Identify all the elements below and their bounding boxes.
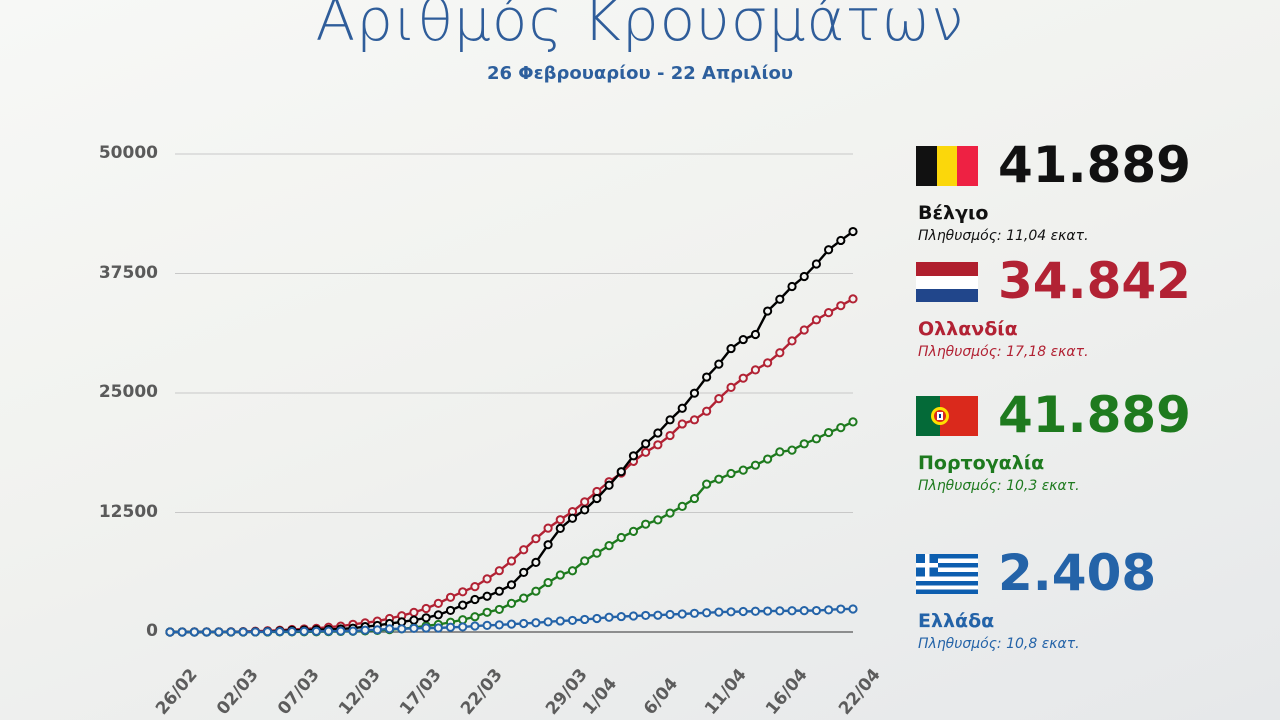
netherlands-case-count: 34.842 xyxy=(998,252,1191,310)
y-tick-label: 25000 xyxy=(98,382,158,402)
belgium-flag-icon xyxy=(916,146,978,186)
y-tick-label: 37500 xyxy=(98,262,158,283)
belgium-case-count: 41.889 xyxy=(998,136,1191,194)
portugal-flag-icon xyxy=(916,396,978,436)
greece-population: Πληθυσμός: 10,8 εκατ. xyxy=(918,636,1080,652)
page-title: Αριθμός Κρουσμάτων xyxy=(315,0,965,54)
netherlands-population: Πληθυσμός: 17,18 εκατ. xyxy=(918,344,1089,360)
netherlands-flag-icon xyxy=(916,262,978,302)
portugal-case-count: 41.889 xyxy=(998,386,1191,444)
y-tick-label: 0 xyxy=(146,621,158,641)
portugal-population: Πληθυσμός: 10,3 εκατ. xyxy=(918,478,1080,494)
series-line xyxy=(165,226,858,637)
y-tick-label: 12500 xyxy=(98,501,158,522)
date-range-subtitle: 26 Φεβρουαρίου - 22 Απριλίου xyxy=(486,63,794,84)
greece-country-label: Ελλάδα xyxy=(918,610,995,632)
series-line xyxy=(165,604,858,637)
greece-flag-icon xyxy=(916,554,978,594)
y-tick-label: 50000 xyxy=(98,143,158,163)
portugal-country-label: Πορτογαλία xyxy=(918,452,1045,474)
netherlands-country-label: Ολλανδία xyxy=(918,318,1018,340)
greece-case-count: 2.408 xyxy=(998,544,1157,602)
belgium-country-label: Βέλγιο xyxy=(918,202,989,224)
belgium-population: Πληθυσμός: 11,04 εκατ. xyxy=(918,228,1089,244)
series-line xyxy=(165,417,858,637)
